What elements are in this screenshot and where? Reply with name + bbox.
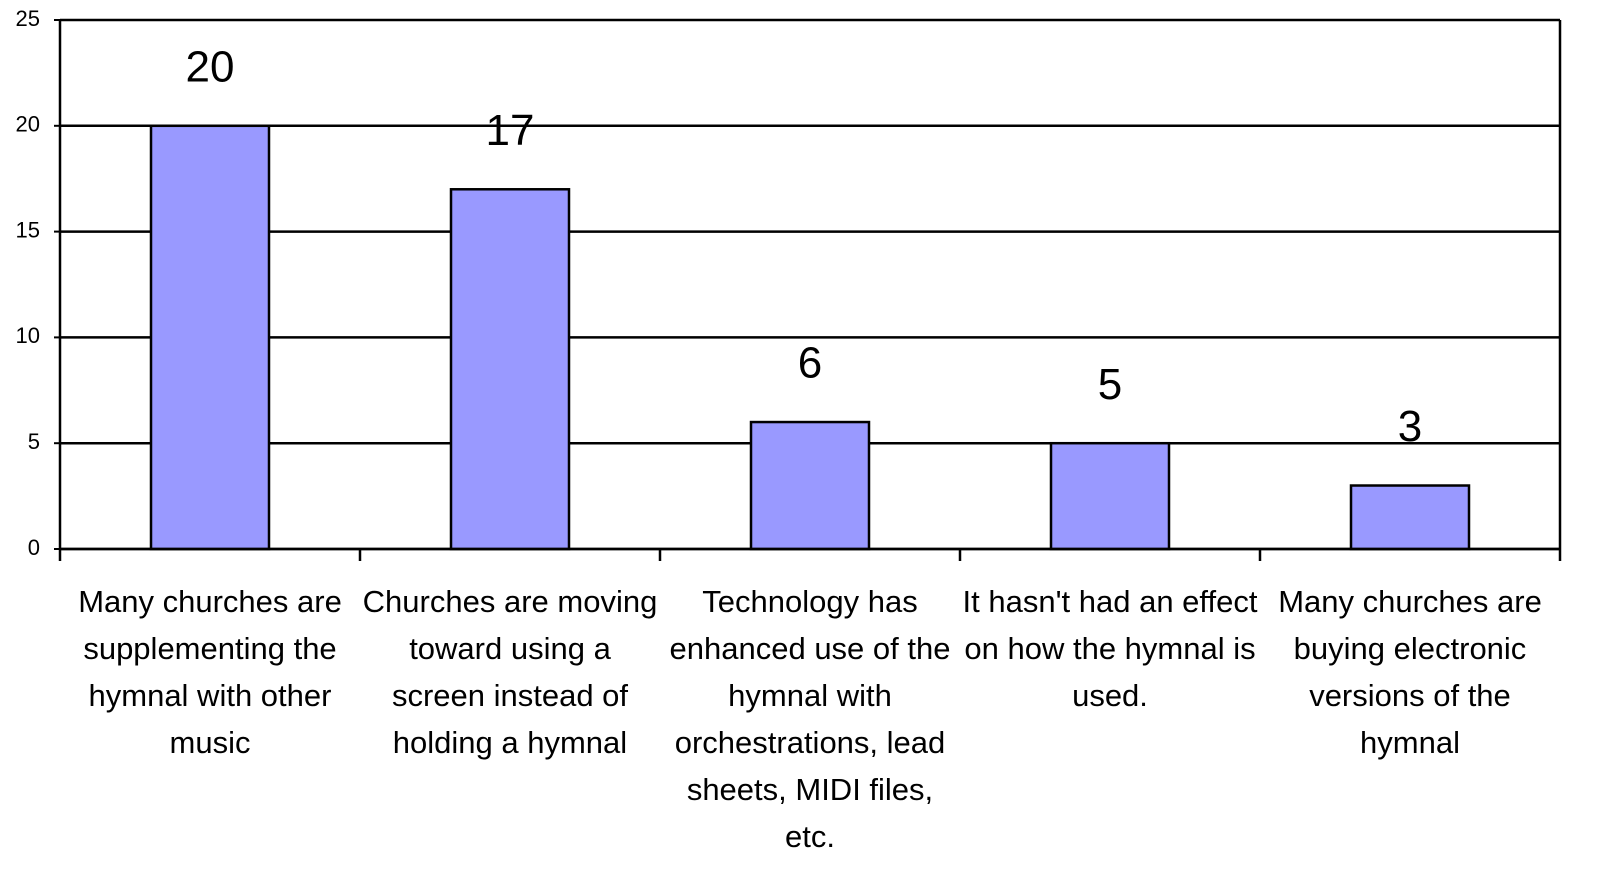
x-tick-label-box: Many churches are supplementing the hymn… [78,584,342,760]
x-tick-label-box: Churches are moving toward using a scree… [362,584,658,760]
bar [1049,441,1171,551]
y-tick-label: 25 [16,6,40,31]
x-tick-label: Many churches are buying electronic vers… [1278,584,1542,760]
bar [749,420,871,551]
x-tick-label: It hasn't had an effect on how the hymna… [962,584,1258,713]
value-label: 20 [186,42,235,91]
value-label: 3 [1398,402,1422,451]
y-tick-label: 15 [16,217,40,242]
y-tick-label: 5 [28,429,40,454]
x-tick-label: Many churches are supplementing the hymn… [78,584,342,760]
bar [1349,484,1471,551]
value-label: 5 [1098,360,1122,409]
value-label: 17 [486,106,535,155]
x-tick-label-box: It hasn't had an effect on how the hymna… [962,584,1258,713]
y-tick-label: 0 [28,535,40,560]
x-tick-label-box: Technology has enhanced use of the hymna… [669,584,951,854]
y-tick-label: 20 [16,112,40,137]
x-tick-label: Technology has enhanced use of the hymna… [669,584,951,854]
y-tick-label: 10 [16,323,40,348]
bar [449,188,571,551]
x-tick-label: Churches are moving toward using a scree… [362,584,658,760]
bar [149,124,271,551]
value-label: 6 [798,339,822,388]
x-tick-label-box: Many churches are buying electronic vers… [1278,584,1542,760]
